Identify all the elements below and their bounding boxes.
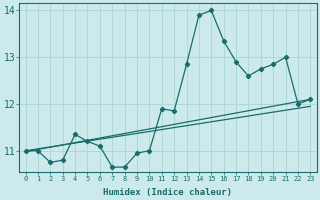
X-axis label: Humidex (Indice chaleur): Humidex (Indice chaleur) (103, 188, 232, 197)
